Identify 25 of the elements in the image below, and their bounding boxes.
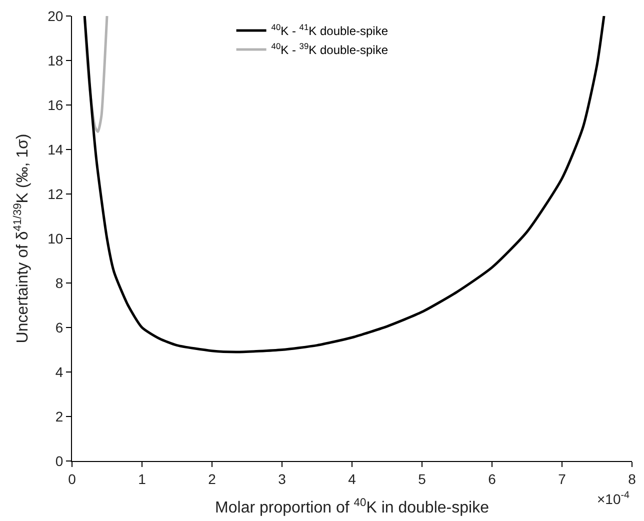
x-tick-label: 8 (628, 470, 636, 487)
line-series (83, 16, 606, 354)
x-tick-label: 6 (488, 470, 496, 487)
y-tick-label: 14 (48, 141, 64, 158)
y-tick-label: 10 (48, 230, 64, 246)
y-tick-label: 16 (48, 96, 64, 113)
x-tick-label: 0 (68, 470, 76, 487)
x-axis-title: Molar proportion of $^{40}$K in double-spike (215, 496, 490, 516)
y-tick-label: 20 (48, 8, 64, 24)
legend-label: $^{40}$K - $^{39}$K double-spike (271, 41, 388, 58)
y-tick-label: 4 (55, 364, 64, 380)
text: ×10$^{-4}$ (597, 490, 630, 507)
y-tick-label: 2 (55, 408, 64, 424)
x-tick-label: 5 (418, 470, 426, 487)
x-tick-label: 1 (138, 470, 146, 487)
x-tick-label: 4 (348, 470, 356, 487)
x-tick-label: 7 (558, 470, 566, 487)
legend-label: $^{40}$K - $^{41}$K double-spike (271, 22, 388, 38)
y-tick-label: 8 (55, 274, 64, 291)
y-tick-label: 6 (55, 319, 64, 336)
x-tick-label: 3 (278, 470, 286, 487)
y-tick-label: 12 (48, 186, 64, 202)
x-tick-label: 2 (208, 470, 216, 487)
y-tick-label: 18 (48, 52, 64, 68)
y-tick-label: 0 (55, 452, 64, 469)
